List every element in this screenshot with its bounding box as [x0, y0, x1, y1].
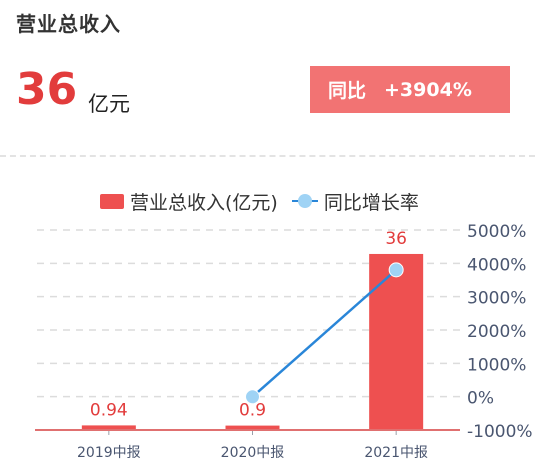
right-axis-tick-label: 3000%: [467, 289, 526, 309]
right-axis-tick-label: 1000%: [467, 355, 526, 375]
x-axis-category-label: 2021中报: [364, 445, 428, 461]
section-divider: [0, 155, 535, 157]
bar: [225, 425, 280, 430]
revenue-value: 36: [16, 64, 78, 115]
revenue-unit: 亿元: [88, 92, 130, 116]
bar-value-label: 0.94: [90, 400, 128, 420]
legend-bar-label: 营业总收入(亿元): [130, 191, 278, 214]
section-title: 营业总收入: [16, 12, 121, 36]
growth-rate-point: [388, 262, 404, 278]
x-axis-category-label: 2019中报: [77, 445, 141, 461]
bar: [81, 425, 136, 430]
yoy-badge: 同比 +3904%: [310, 66, 510, 113]
chart-legend: 营业总收入(亿元) 同比增长率: [100, 186, 419, 216]
right-axis-tick-label: 4000%: [467, 255, 526, 275]
legend-line-swatch: [291, 191, 318, 211]
right-axis-tick-label: -1000%: [467, 422, 533, 442]
right-axis-tick-label: 2000%: [467, 322, 526, 342]
bar: [369, 253, 424, 430]
growth-rate-line: [251, 268, 397, 398]
bar-value-label: 0.9: [239, 401, 266, 421]
right-axis-tick-label: 5000%: [467, 222, 526, 242]
bar-value-label: 36: [385, 229, 407, 249]
x-axis-category-label: 2020中报: [221, 445, 285, 461]
legend-bar-swatch: [100, 193, 124, 209]
right-axis-tick-label: 0%: [467, 389, 494, 409]
yoy-label: 同比: [328, 80, 367, 102]
growth-rate-point: [245, 389, 260, 405]
legend-line-label: 同比增长率: [323, 191, 419, 214]
yoy-value: +3904%: [384, 78, 472, 101]
